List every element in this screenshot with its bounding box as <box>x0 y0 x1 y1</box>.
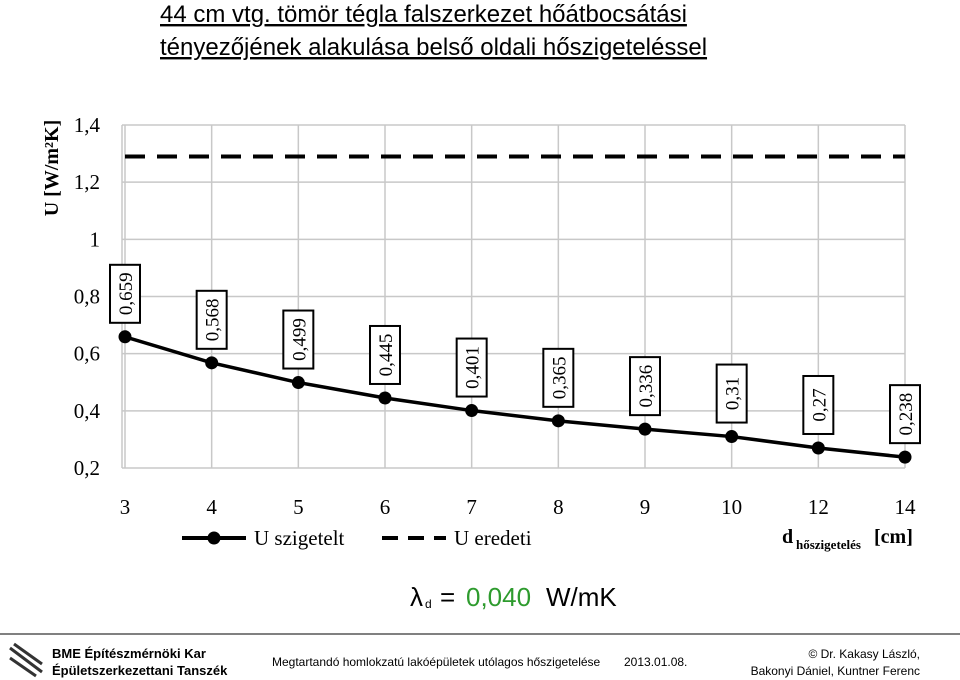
y-tick-label: 1 <box>90 227 101 251</box>
value-label: 0,365 <box>549 356 570 399</box>
lambda-note: λ d = 0,040 W/mK <box>410 582 617 612</box>
footer-right: Bakonyi Dániel, Kuntner Ferenc <box>751 664 920 678</box>
value-label: 0,499 <box>289 318 310 361</box>
title-line: tényezőjének alakulása belső oldali hősz… <box>160 34 707 61</box>
value-label-box <box>455 337 488 398</box>
logo <box>9 642 43 678</box>
value-label: 0,238 <box>896 393 917 436</box>
x-tick-label: 7 <box>466 495 477 519</box>
lambda-value: 0,040 <box>466 582 531 612</box>
y-tick-label: 1,2 <box>74 170 100 194</box>
lambda-eq: = <box>440 582 455 612</box>
value-label-box <box>109 263 141 324</box>
lambda-symbol: λ <box>410 582 423 612</box>
data-point <box>725 430 739 444</box>
data-point <box>118 330 132 344</box>
x-tick-label: 8 <box>553 495 564 519</box>
value-label-box <box>542 347 575 408</box>
y-tick-label: 0,6 <box>74 342 100 366</box>
footer-center: Megtartandó homlokzatú lakóépületek utól… <box>272 655 601 669</box>
footer-left: BME Építészmérnöki Kar <box>52 646 206 661</box>
value-label: 0,445 <box>376 334 397 377</box>
x-tick-label: 9 <box>640 495 651 519</box>
data-point <box>378 391 392 405</box>
y-tick-label: 0,8 <box>74 285 100 309</box>
data-point <box>898 450 912 464</box>
series-line <box>124 335 906 459</box>
data-point <box>291 376 305 390</box>
x-tick-label: 10 <box>721 495 742 519</box>
data-point <box>638 422 652 436</box>
value-label-box <box>715 363 748 424</box>
value-label: 0,31 <box>723 377 744 410</box>
data-point <box>551 414 565 428</box>
legend-label: U szigetelt <box>254 526 345 550</box>
x-tick-label: 4 <box>206 495 217 519</box>
x-tick-label: 3 <box>120 495 131 519</box>
y-tick-label: 0,2 <box>74 456 100 480</box>
value-label: 0,336 <box>636 365 657 408</box>
value-label-box <box>629 356 661 417</box>
value-label: 0,401 <box>463 346 484 389</box>
footer-left: Épületszerkezettani Tanszék <box>52 663 228 678</box>
y-axis-label: U [W/m²K] <box>41 120 63 217</box>
value-label-box <box>195 289 228 350</box>
value-label: 0,568 <box>203 298 224 341</box>
y-tick-label: 0,4 <box>74 399 101 423</box>
data-point <box>465 404 479 418</box>
x-label-unit: [cm] <box>874 526 913 548</box>
footer-date: 2013.01.08. <box>624 655 687 669</box>
lambda-sub: d <box>425 597 432 611</box>
y-tick-label: 1,4 <box>74 113 101 137</box>
x-label-sub: hőszigetelés <box>796 537 861 552</box>
value-label: 0,659 <box>116 272 137 315</box>
data-point <box>811 441 825 455</box>
x-axis-label: d hőszigetelés [cm] <box>782 526 913 552</box>
value-label: 0,27 <box>809 388 830 421</box>
footer-right: © Dr. Kakasy László, <box>808 647 920 661</box>
value-label-box <box>889 384 921 445</box>
value-label-box <box>282 309 315 370</box>
legend-marker <box>207 531 221 545</box>
value-label-box <box>369 324 401 385</box>
x-tick-label: 6 <box>380 495 391 519</box>
x-label-main: d <box>782 526 793 548</box>
legend-label: U eredeti <box>454 526 532 550</box>
lambda-unit: W/mK <box>546 582 617 612</box>
value-label-box <box>802 374 835 435</box>
title-line: 44 cm vtg. tömör tégla falszerkezet hőát… <box>160 1 687 28</box>
data-point <box>205 356 219 370</box>
x-tick-label: 5 <box>293 495 304 519</box>
x-tick-label: 12 <box>808 495 829 519</box>
x-tick-label: 14 <box>895 495 917 519</box>
